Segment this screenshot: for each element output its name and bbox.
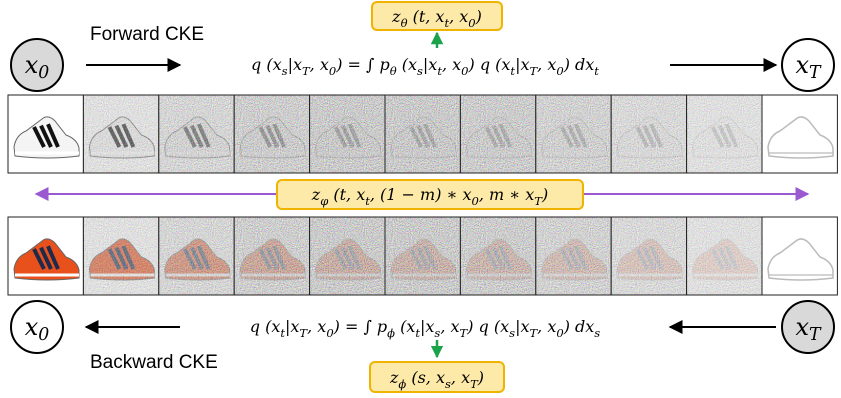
image-bg bbox=[762, 95, 837, 173]
backward-formula: q (xt|xT, x0) = ∫ pϕ (xt|xs, xT) q (xs|x… bbox=[250, 317, 601, 340]
image-bg bbox=[762, 217, 837, 295]
image-cell bbox=[159, 95, 234, 173]
noise bbox=[611, 95, 686, 173]
image-cell bbox=[687, 95, 762, 173]
noise bbox=[460, 95, 535, 173]
image-cell bbox=[460, 95, 535, 173]
image-cell bbox=[234, 217, 309, 295]
noise bbox=[460, 217, 535, 295]
noise bbox=[385, 217, 460, 295]
image-cell bbox=[310, 95, 385, 173]
image-cell bbox=[762, 217, 837, 295]
backward-label: Backward CKE bbox=[90, 352, 218, 373]
image-cell bbox=[8, 217, 83, 295]
noise bbox=[234, 95, 309, 173]
noise bbox=[536, 217, 611, 295]
noise bbox=[234, 217, 309, 295]
image-cell bbox=[762, 95, 837, 173]
image-cell bbox=[460, 217, 535, 295]
noise bbox=[83, 95, 158, 173]
image-cell bbox=[83, 217, 158, 295]
image-cell bbox=[611, 217, 686, 295]
image-cell bbox=[611, 95, 686, 173]
noise bbox=[310, 217, 385, 295]
image-cell bbox=[385, 95, 460, 173]
forward-formula: q (xs|xT, x0) = ∫ pθ (xs|xt, x0) q (xt|x… bbox=[251, 55, 599, 78]
forward-label: Forward CKE bbox=[90, 24, 204, 45]
image-cell bbox=[8, 95, 83, 173]
image-cell bbox=[687, 217, 762, 295]
image-cell bbox=[83, 95, 158, 173]
noise bbox=[687, 95, 762, 173]
image-strip bbox=[8, 217, 837, 295]
image-cell bbox=[385, 217, 460, 295]
noise bbox=[611, 217, 686, 295]
image-cell bbox=[536, 95, 611, 173]
diagram: x0 xT Forward CKE q (xs|xT, x0) = ∫ pθ (… bbox=[0, 0, 841, 398]
noise bbox=[159, 217, 234, 295]
image-cell bbox=[310, 217, 385, 295]
noise bbox=[536, 95, 611, 173]
noise bbox=[83, 217, 158, 295]
noise bbox=[310, 95, 385, 173]
noise bbox=[687, 217, 762, 295]
noise bbox=[385, 95, 460, 173]
image-cell bbox=[234, 95, 309, 173]
image-cell bbox=[536, 217, 611, 295]
image-cell bbox=[159, 217, 234, 295]
noise bbox=[159, 95, 234, 173]
image-strip bbox=[8, 95, 837, 173]
